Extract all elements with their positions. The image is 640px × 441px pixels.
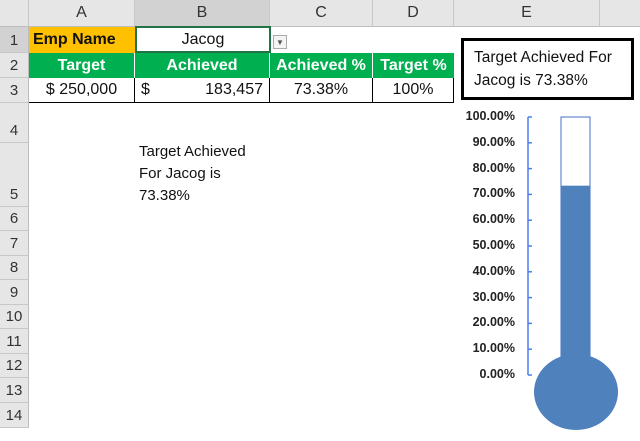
thermometer-fill-bar: [561, 185, 590, 385]
achieved-value: 183,457: [205, 81, 263, 98]
y-tick-label: 0.00%: [479, 367, 515, 381]
row-header-13[interactable]: 13: [0, 378, 29, 403]
dropdown-arrow-icon[interactable]: ▼: [273, 35, 287, 49]
col-header-a[interactable]: A: [29, 0, 135, 27]
text-line-1: Target Achieved: [139, 143, 246, 160]
col-header-c[interactable]: C: [270, 0, 373, 27]
row-header-5[interactable]: 5: [0, 143, 29, 207]
y-tick-label: 40.00%: [472, 263, 515, 278]
row-header-11[interactable]: 11: [0, 329, 29, 354]
achieved-pct-value[interactable]: 73.38%: [270, 78, 373, 103]
target-value[interactable]: $ 250,000: [29, 78, 135, 103]
y-tick-label: 50.00%: [472, 238, 515, 252]
y-tick-label: 20.00%: [472, 315, 515, 330]
row-header-4[interactable]: 4: [0, 103, 29, 143]
row-header-8[interactable]: 8: [0, 256, 29, 280]
col-header-e[interactable]: E: [454, 0, 600, 27]
row-header-7[interactable]: 7: [0, 231, 29, 256]
header-achieved: Achieved: [135, 53, 270, 78]
row-header-10[interactable]: 10: [0, 305, 29, 329]
y-tick-label: 60.00%: [472, 212, 515, 227]
row-header-3[interactable]: 3: [0, 78, 29, 103]
text-line-3: 73.38%: [139, 187, 190, 204]
row-header-12[interactable]: 12: [0, 354, 29, 378]
y-tick-label: 80.00%: [472, 160, 515, 175]
text-line-2: For Jacog is: [139, 165, 221, 182]
emp-name-label: Emp Name: [29, 27, 135, 53]
thermometer-tube: [560, 116, 591, 376]
col-header-f[interactable]: [600, 0, 640, 27]
row-header-1[interactable]: 1: [0, 27, 29, 53]
y-tick-label: 30.00%: [472, 289, 515, 304]
header-target: Target: [29, 53, 135, 78]
row-header-2[interactable]: 2: [0, 53, 29, 78]
result-textbox[interactable]: Target Achieved For Jacog is 73.38%: [461, 38, 634, 100]
row-header-6[interactable]: 6: [0, 207, 29, 231]
achieved-currency: $: [141, 81, 150, 98]
col-header-b[interactable]: B: [135, 0, 270, 27]
y-tick-label: 100.00%: [465, 109, 515, 123]
y-tick-label: 10.00%: [472, 341, 515, 356]
achieved-cell[interactable]: $ 183,457: [135, 78, 270, 103]
textbox-line-1: Target Achieved For: [474, 49, 612, 66]
y-tick-label: 70.00%: [472, 186, 515, 201]
achievement-text-cell[interactable]: Target Achieved For Jacog is 73.38%: [139, 141, 246, 207]
target-pct-value[interactable]: 100%: [373, 78, 454, 103]
header-target-pct: Target %: [373, 53, 454, 78]
y-tick-label: 90.00%: [472, 134, 515, 149]
col-header-d[interactable]: D: [373, 0, 454, 27]
header-achieved-pct: Achieved %: [270, 53, 373, 78]
select-all-corner[interactable]: [0, 0, 29, 27]
row-header-14[interactable]: 14: [0, 403, 29, 428]
row-header-9[interactable]: 9: [0, 280, 29, 305]
textbox-line-2: Jacog is 73.38%: [474, 72, 588, 89]
emp-name-cell[interactable]: Jacog: [135, 26, 271, 53]
thermometer-bulb: [534, 354, 618, 430]
